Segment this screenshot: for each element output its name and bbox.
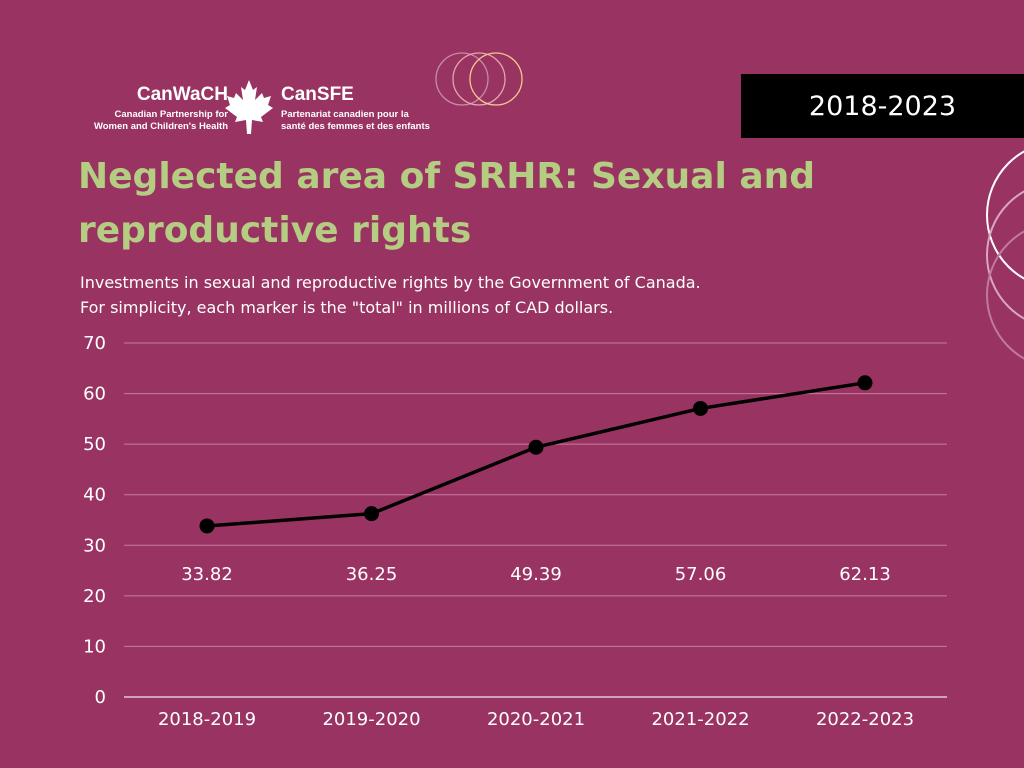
y-tick-label: 20 — [83, 586, 106, 607]
data-point — [693, 400, 708, 416]
x-tick-label: 2018-2019 — [158, 709, 256, 730]
data-labels: 33.82 36.25 49.39 57.06 62.13 — [181, 564, 891, 585]
data-label: 57.06 — [675, 564, 727, 585]
y-tick-label: 40 — [83, 485, 106, 506]
data-label: 49.39 — [510, 564, 562, 585]
year-badge-label: 2018-2023 — [808, 90, 957, 122]
data-label: 36.25 — [346, 564, 398, 585]
y-tick-label: 30 — [83, 535, 106, 556]
maple-leaf-icon — [225, 80, 273, 134]
y-tick-label: 60 — [83, 384, 106, 405]
y-tick-label: 50 — [83, 434, 106, 455]
x-tick-label: 2022-2023 — [816, 709, 914, 730]
logo-en-sub-line2: Women and Children's Health — [93, 121, 228, 132]
chart-subtitle: Investments in sexual and reproductive r… — [80, 270, 880, 320]
logo-en-title: CanWaCH — [136, 84, 228, 105]
data-label: 62.13 — [839, 564, 891, 585]
deco-circle-2 — [452, 52, 506, 106]
year-badge: 2018-2023 — [741, 74, 1024, 138]
x-tick-label: 2020-2021 — [487, 709, 585, 730]
y-axis-ticks: 0 10 20 30 40 50 60 70 — [83, 333, 106, 708]
deco-circle-6 — [986, 230, 1024, 360]
subtitle-line-2: For simplicity, each marker is the "tota… — [80, 298, 614, 317]
logo-en-sub-line1: Canadian Partnership for — [114, 109, 229, 120]
logo-en-subtitle: Canadian Partnership for Women and Child… — [94, 109, 228, 133]
x-tick-label: 2021-2022 — [651, 709, 749, 730]
logo-fr-sub-line1: Partenariat canadien pour la — [281, 109, 409, 120]
x-tick-label: 2019-2020 — [322, 709, 420, 730]
y-tick-label: 10 — [83, 636, 106, 657]
right-circles — [986, 150, 1024, 360]
subtitle-line-1: Investments in sexual and reproductive r… — [80, 273, 701, 292]
logo: CanWaCH Canadian Partnership for Women a… — [60, 78, 460, 140]
y-tick-label: 0 — [95, 687, 106, 708]
data-label: 33.82 — [181, 564, 233, 585]
x-axis-ticks: 2018-2019 2019-2020 2020-2021 2021-2022 2022… — [158, 709, 914, 730]
top-circles — [435, 52, 523, 106]
data-point — [528, 439, 544, 455]
y-tick-label: 70 — [83, 333, 106, 354]
data-point — [199, 518, 215, 534]
deco-circle-1 — [435, 52, 489, 106]
deco-circle-3 — [469, 52, 523, 106]
data-point — [364, 506, 379, 522]
logo-fr-title: CanSFE — [281, 84, 354, 105]
page-title: Neglected area of SRHR: Sexual and repro… — [78, 156, 816, 251]
logo-fr-subtitle: Partenariat canadien pour la santé des f… — [281, 109, 430, 133]
gridlines — [124, 342, 947, 698]
deco-circle-5 — [986, 190, 1024, 320]
data-point — [857, 375, 873, 391]
logo-fr-sub-line2: santé des femmes et des enfants — [281, 121, 430, 132]
data-points — [199, 375, 873, 534]
deco-circle-4 — [986, 150, 1024, 280]
